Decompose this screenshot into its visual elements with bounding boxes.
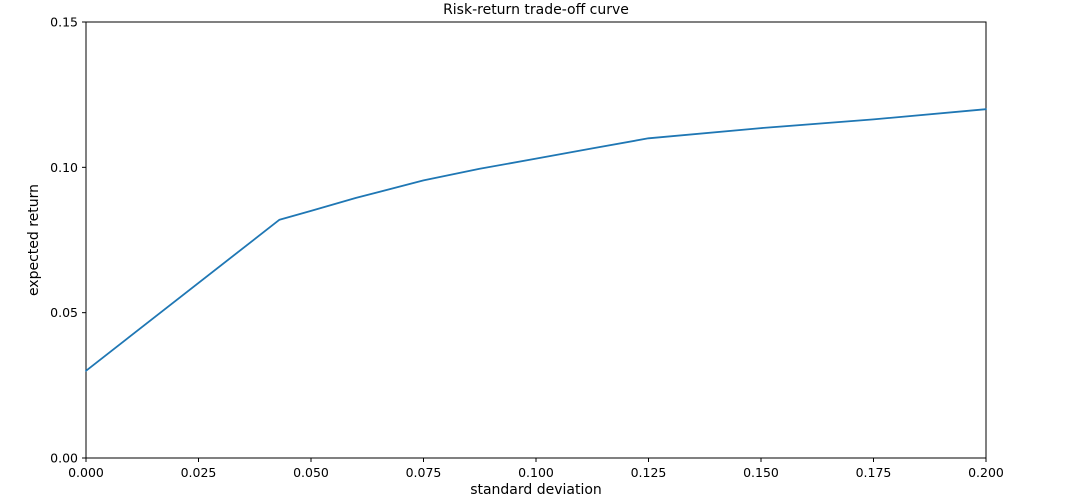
- y-tick-label: 0.00: [50, 451, 78, 466]
- x-tick-label: 0.100: [518, 465, 554, 480]
- x-tick-label: 0.025: [181, 465, 217, 480]
- axes-frame: [85, 21, 987, 459]
- y-tick-label: 0.05: [50, 305, 78, 320]
- x-tick-label: 0.050: [293, 465, 329, 480]
- risk-return-line: [85, 108, 987, 372]
- x-tick-label: 0.125: [631, 465, 667, 480]
- x-tick-label: 0.075: [406, 465, 442, 480]
- x-tick-label: 0.150: [743, 465, 779, 480]
- x-tick-label: 0.175: [856, 465, 892, 480]
- x-tick-label: 0.000: [68, 465, 104, 480]
- y-tick-label: 0.10: [50, 160, 78, 175]
- chart-title: Risk-return trade-off curve: [443, 2, 629, 18]
- x-axis-label: standard deviation: [470, 482, 602, 498]
- x-tick-label: 0.200: [968, 465, 1004, 480]
- y-tick-label: 0.15: [50, 15, 78, 30]
